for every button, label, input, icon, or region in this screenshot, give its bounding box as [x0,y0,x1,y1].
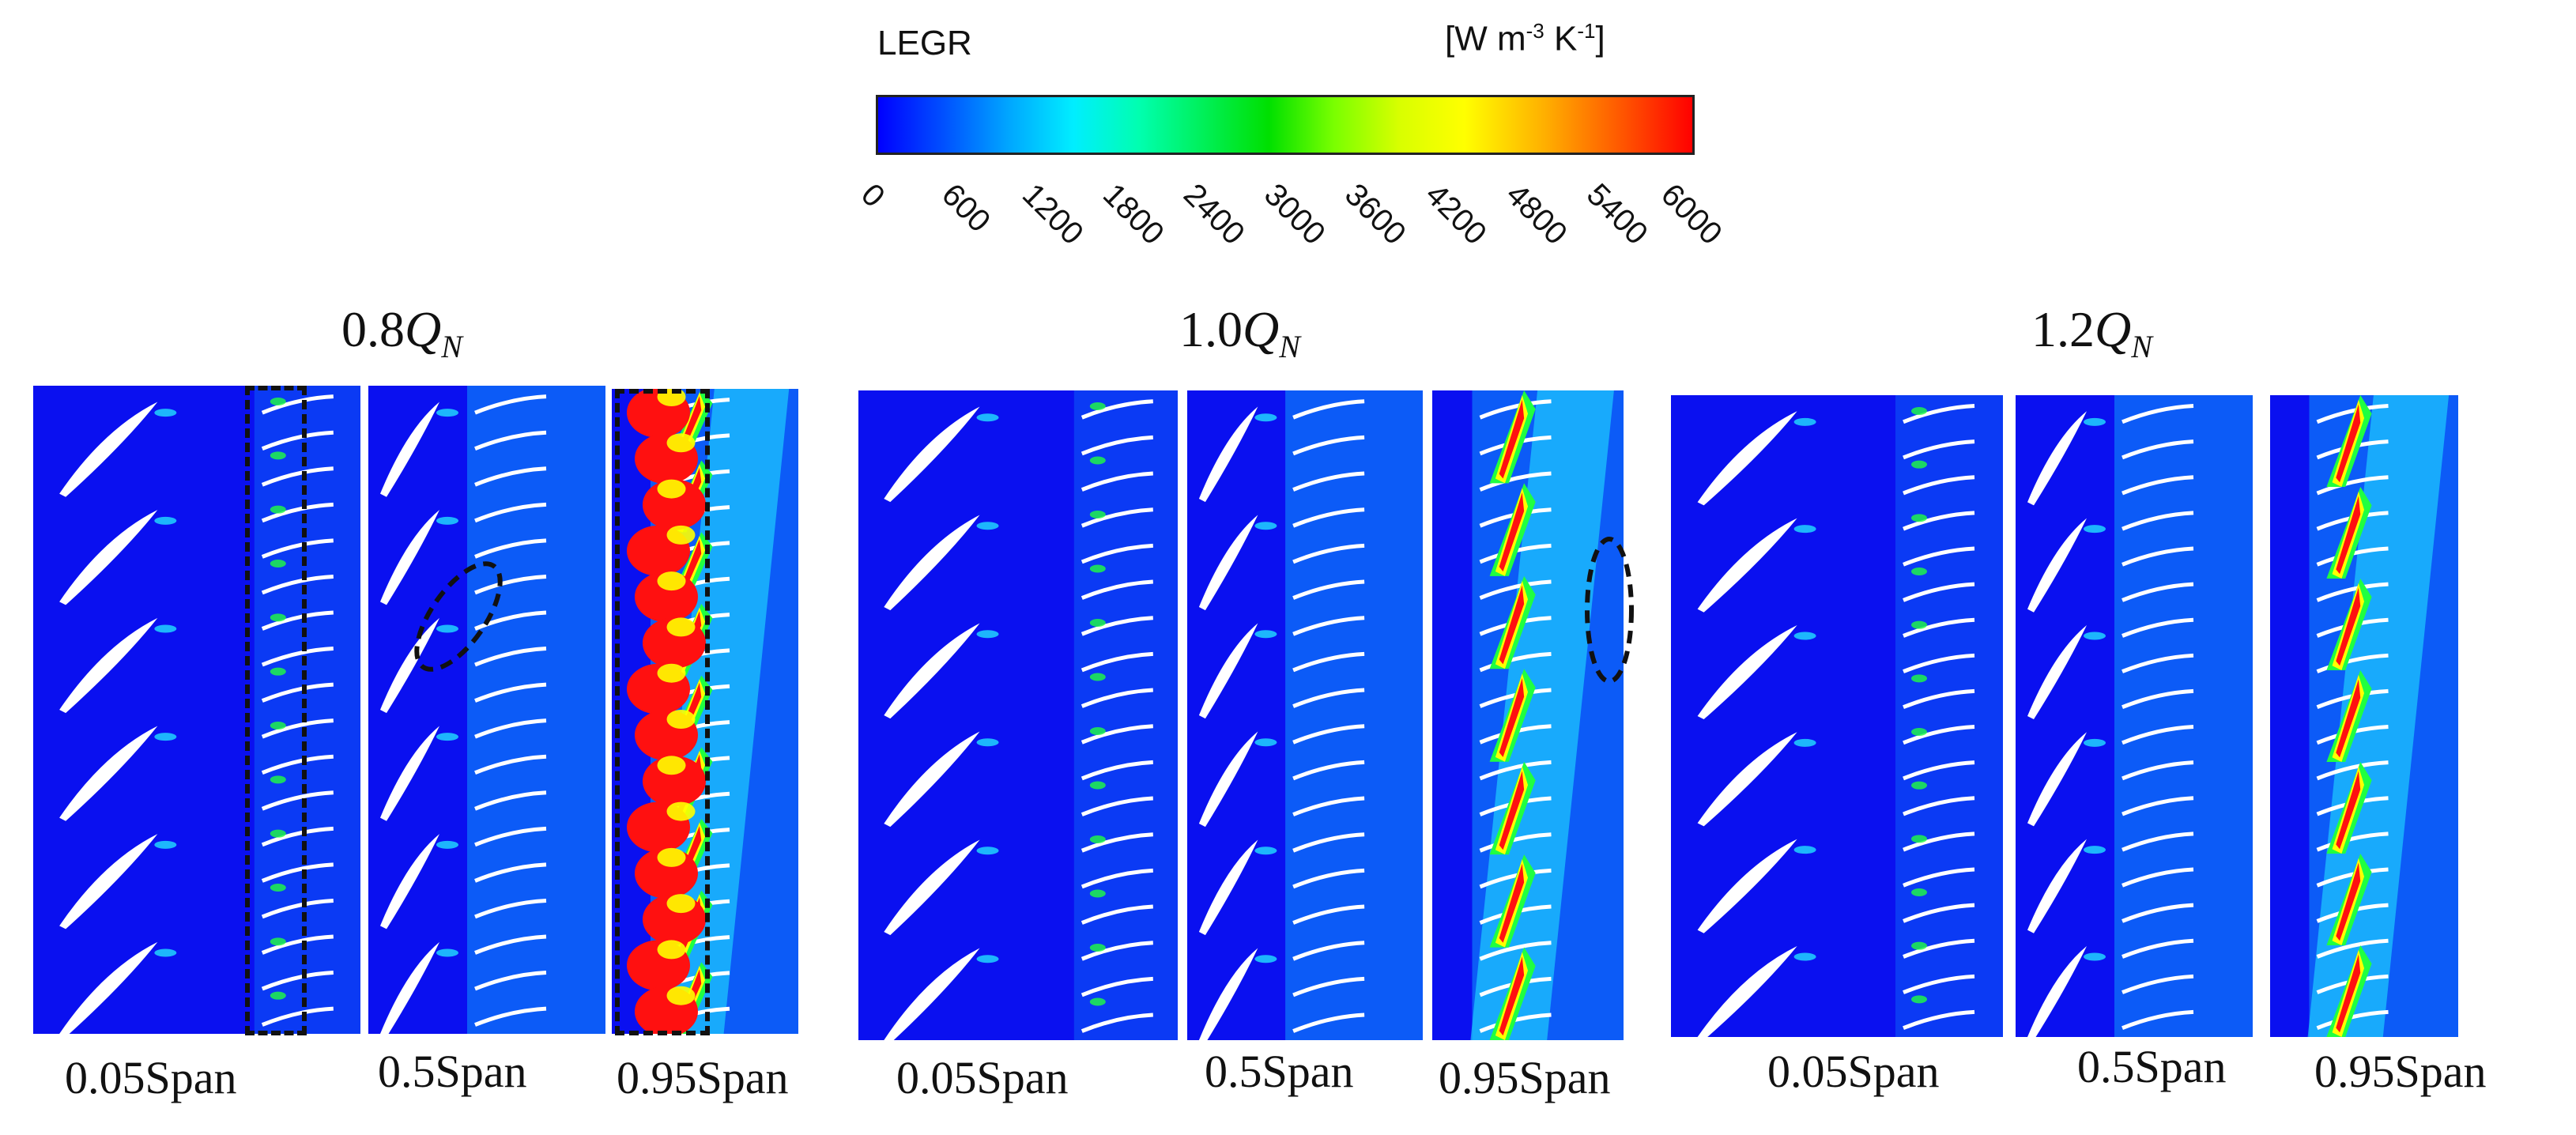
contour-panel-10-095span [1432,390,1624,1040]
unit-exp2: -1 [1577,19,1596,43]
condition-title-10: 1.0QN [1179,300,1300,365]
colorbar-tick-1200: 1200 [1015,177,1090,252]
condition-subscript: N [2131,328,2152,364]
contour-panel-12-05span [2016,395,2253,1037]
condition-value: 1.2 [2031,301,2095,357]
span-label-12-095: 0.95Span [2314,1046,2487,1097]
span-label-10-005: 0.05Span [896,1052,1069,1103]
contour-panel-12-005span [1671,395,2003,1037]
contour-drawing [1697,395,2003,1037]
legend-title: LEGR [877,24,972,62]
contour-panel-10-005span [858,390,1178,1040]
span-label-12-05: 0.5Span [2077,1041,2227,1092]
contour-drawing [1198,390,1423,1040]
colorbar-tick-3000: 3000 [1257,177,1332,252]
dashed-ellipse-10-095span [1585,537,1634,684]
span-label-08-005: 0.05Span [65,1052,237,1103]
contour-panel-08-005span [33,386,360,1034]
contour-panel-12-095span [2270,395,2458,1037]
unit-mid: K [1544,19,1578,58]
colorbar-tick-4200: 4200 [1418,177,1493,252]
contour-drawing [380,386,605,1034]
contour-drawing [1470,390,1624,1040]
condition-value: 0.8 [341,301,405,357]
span-label-08-05: 0.5Span [378,1046,527,1097]
dashed-box-08-005span [245,386,307,1035]
span-label-10-095: 0.95Span [1439,1052,1611,1103]
colorbar-tick-0: 0 [854,177,892,214]
unit-suffix: ] [1595,19,1605,58]
contour-drawing [2307,395,2458,1037]
colorbar-tick-4800: 4800 [1499,177,1574,252]
colorbar-tick-1800: 1800 [1096,177,1171,252]
condition-title-08: 0.8QN [341,300,462,365]
condition-symbol: Q [1243,301,1280,357]
condition-subscript: N [1279,328,1300,364]
unit-exp1: -3 [1526,19,1544,43]
condition-title-12: 1.2QN [2031,300,2152,365]
contour-drawing [2027,395,2253,1037]
condition-value: 1.0 [1179,301,1243,357]
colorbar-tick-2400: 2400 [1176,177,1251,252]
contour-panel-10-05span [1187,390,1423,1040]
span-label-08-095: 0.95Span [617,1052,789,1103]
span-label-10-05: 0.5Span [1205,1046,1354,1097]
colorbar-tick-5400: 5400 [1579,177,1654,252]
contour-drawing [59,386,360,1034]
condition-symbol: Q [405,301,442,357]
colorbar-tick-6000: 6000 [1654,177,1729,252]
contour-drawing [627,389,798,1034]
condition-symbol: Q [2095,301,2132,357]
colorbar-tick-600: 600 [934,177,998,239]
dashed-ellipse-08-05span [414,561,503,672]
dashed-box-08-095span [615,389,710,1035]
condition-subscript: N [441,328,462,364]
contour-drawing [884,390,1178,1040]
colorbar-tick-3600: 3600 [1337,177,1412,252]
span-label-12-005: 0.05Span [1767,1046,1940,1097]
colorbar [876,95,1695,155]
legend-unit: [W m-3 K-1] [1445,19,1605,59]
unit-prefix: [W m [1445,19,1526,58]
contour-panel-08-05span [368,386,605,1034]
